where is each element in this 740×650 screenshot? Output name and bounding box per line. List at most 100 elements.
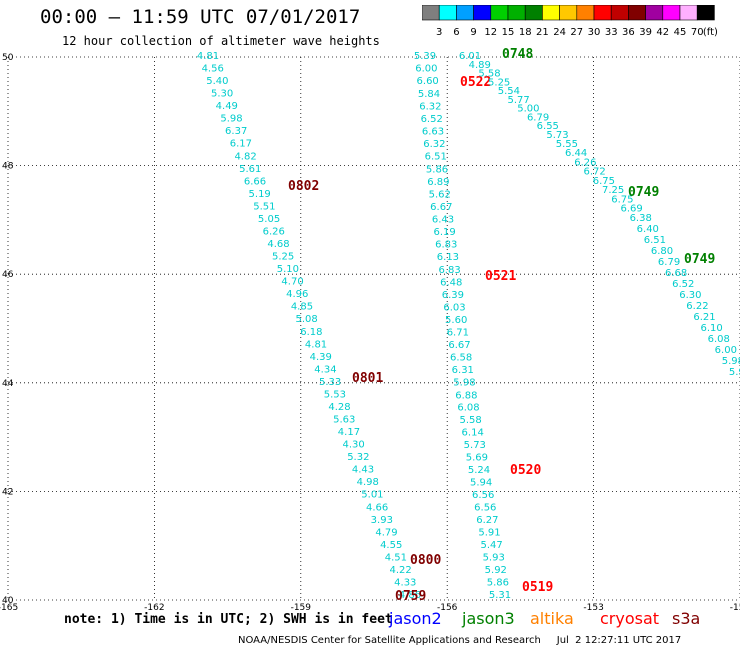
wave-height-value: 4.70 [281,277,303,288]
wave-height-value: 5.00 [517,104,539,115]
wave-height-value: 5.73 [546,130,568,141]
wave-height-value: 5.31 [489,590,511,601]
wave-height-value: 6.32 [419,101,441,112]
wave-height-value: 6.89 [427,177,449,188]
wave-height-value: 5.77 [507,95,529,106]
wave-height-value: 6.10 [700,323,722,334]
wave-height-value: 5.01 [361,490,383,501]
legend-tick-label: 9 [470,27,476,38]
satellite-legend-s3a: s3a [672,609,701,628]
wave-height-value: 6.08 [708,334,730,345]
latitude-tick-label: 50 [2,53,14,63]
wave-height-value: 5.25 [488,77,510,88]
pass-time-label: 0802 [288,179,319,194]
wave-height-value: 6.55 [537,121,559,132]
wave-height-value: 6.80 [651,246,673,257]
wave-height-value: 5.32 [347,452,369,463]
wave-height-value: 4.66 [366,502,388,513]
legend-tick-label: 39 [639,27,652,38]
wave-height-value: 6.21 [693,312,715,323]
satellite-legend-cryosat: cryosat [600,609,660,628]
wave-height-value: 6.72 [584,167,606,178]
wave-height-value: 5.58 [459,415,481,426]
wave-height-value: 6.43 [432,215,454,226]
wave-height-value: 6.37 [225,126,247,137]
pass-time-label: 0748 [502,47,533,62]
wave-height-value: 5.86 [487,578,509,589]
wave-height-value: 5.94 [470,478,492,489]
legend-tick-label: 6 [453,27,459,38]
footer-note: note: 1) Time is in UTC; 2) SWH is in fe… [64,612,393,627]
wave-height-value: 5.53 [324,389,346,400]
wave-height-value: 5.51 [253,201,275,212]
wave-height-value: 6.17 [230,139,252,150]
wave-height-value: 6.83 [435,240,457,251]
wave-height-value: 6.56 [474,503,496,514]
wave-height-value: 4.17 [338,427,360,438]
pass-time-label: 0521 [485,269,516,284]
satellite-legend-jason3: jason3 [462,609,515,628]
wave-height-value: 4.49 [216,101,238,112]
wave-height-value: 6.67 [430,202,452,213]
legend-tick-label: 15 [502,27,515,38]
legend-tick-label: 21 [536,27,549,38]
wave-height-value: 5.54 [498,86,520,97]
wave-height-value: 5.40 [206,76,228,87]
wave-height-value: 6.71 [447,328,469,339]
wave-height-value: 6.40 [637,224,659,235]
legend-tick-label: 27 [570,27,583,38]
longitude-tick-label: -165 [0,603,18,613]
wave-height-value: 4.89 [469,60,491,71]
wave-height-value: 4.34 [314,364,336,375]
wave-height-value: 4.96 [286,289,308,300]
wave-height-value: 5.73 [464,440,486,451]
satellite-legend-altika: altika [530,609,574,628]
wave-height-value: 4.81 [197,51,219,62]
wave-height-value: 6.52 [421,114,443,125]
wave-height-value: 5.62 [429,189,451,200]
wave-height-value: 5.08 [296,314,318,325]
credit-line: NOAA/NESDIS Center for Satellite Applica… [238,635,682,646]
wave-height-value: 4.51 [385,552,407,563]
legend-tick-label: 70 [691,27,704,38]
wave-height-value: 6.08 [457,403,479,414]
wave-height-value: 6.56 [472,490,494,501]
wave-height-value: 6.26 [263,226,285,237]
wave-height-value: 5.05 [258,214,280,225]
wave-height-value: 6.51 [644,235,666,246]
wave-height-value: 6.69 [621,204,643,215]
wave-height-value: 6.88 [455,390,477,401]
wave-height-value: 4.43 [352,465,374,476]
legend-tick-label: 42 [656,27,669,38]
legend-tick-label: 30 [588,27,601,38]
wave-height-value: 4.39 [310,352,332,363]
wave-height-value: 6.18 [300,327,322,338]
wave-height-value: 6.03 [443,302,465,313]
latitude-tick-label: 48 [2,162,14,172]
wave-height-value: 6.38 [630,213,652,224]
pass-time-label: 0519 [522,580,553,595]
wave-height-value: 6.60 [417,76,439,87]
legend-tick-label: 24 [553,27,566,38]
wave-height-value: 5.58 [478,69,500,80]
wave-height-value: 6.51 [425,152,447,163]
wave-height-value: 5.60 [445,315,467,326]
wave-height-value: 4.22 [389,565,411,576]
pass-time-label: 0520 [510,463,541,478]
wave-height-value: 6.44 [565,148,587,159]
wave-height-value: 6.00 [415,64,437,75]
wave-height-value: 5.94 [729,367,740,378]
wave-height-value: 6.48 [440,277,462,288]
wave-height-value: 5.61 [239,164,261,175]
wave-height-value: 6.14 [462,428,484,439]
wave-height-value: 6.66 [244,176,266,187]
pass-time-label: 0749 [684,252,715,267]
wave-height-value: 4.79 [375,527,397,538]
wave-height-value: 4.86 [399,590,421,601]
page-title: 00:00 – 11:59 UTC 07/01/2017 [40,6,361,28]
wave-height-value: 6.75 [611,194,633,205]
wave-height-value: 7.25 [602,185,624,196]
legend-tick-label: 45 [674,27,687,38]
wave-height-value: 6.79 [527,112,549,123]
wave-height-value: 6.13 [437,252,459,263]
